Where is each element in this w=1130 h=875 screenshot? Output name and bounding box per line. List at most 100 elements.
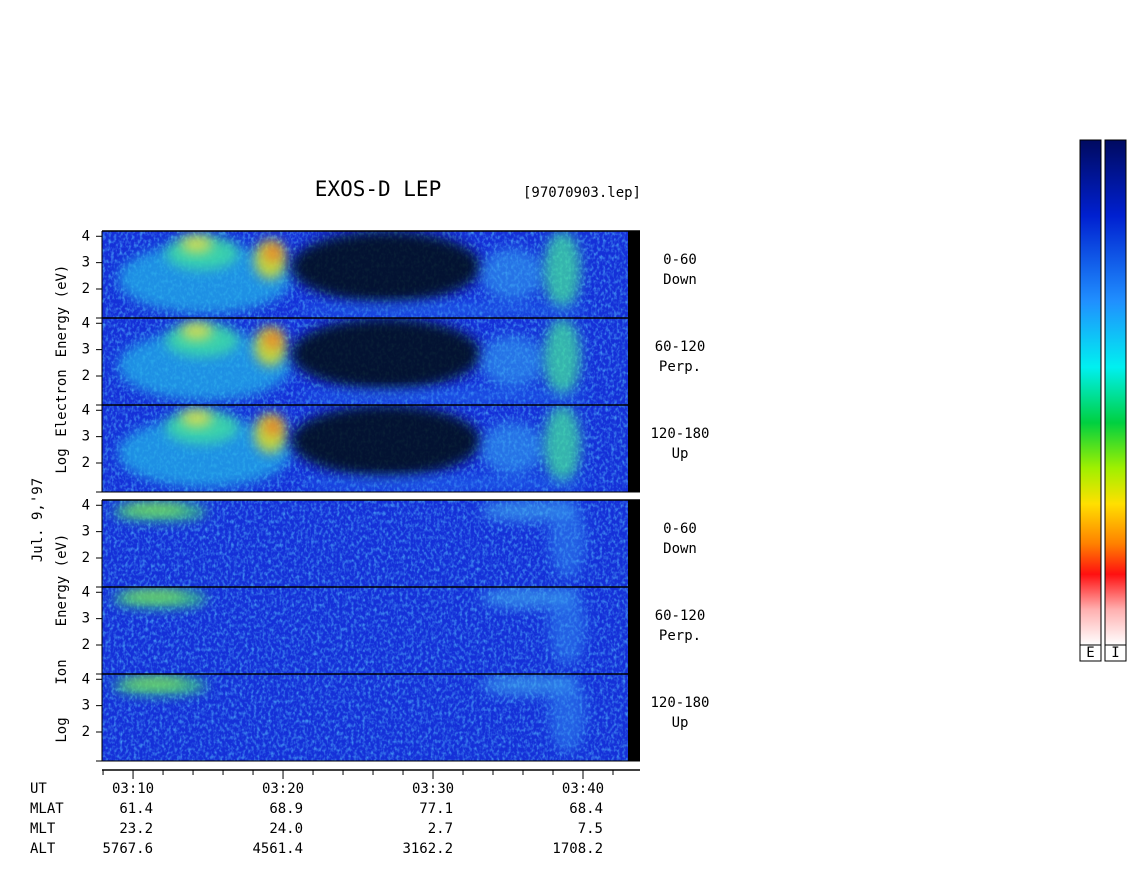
ephemeris-value: 68.4 — [569, 801, 603, 817]
spectrogram — [102, 500, 628, 587]
spectrogram-feature — [265, 244, 281, 262]
spectrogram-feature — [549, 587, 586, 666]
color-bar-label-box — [1104, 644, 1127, 662]
spectrogram — [102, 231, 628, 318]
ephemeris-value: 61.4 — [119, 801, 153, 817]
no-data-strip — [628, 500, 640, 587]
y-axis-label: Ion — [54, 659, 70, 684]
panel-direction: Down — [663, 541, 697, 557]
spectrogram-feature — [296, 302, 592, 317]
y-tick-label: 4 — [82, 584, 90, 600]
spectrogram-feature — [291, 231, 481, 303]
spectrogram-feature — [123, 503, 187, 514]
spectrogram-feature — [480, 674, 576, 696]
y-tick-label: 3 — [82, 342, 90, 358]
spectrogram-feature — [549, 674, 586, 753]
x-tick-label: 03:40 — [562, 781, 604, 797]
spectrogram — [102, 405, 628, 492]
ephemeris-value: 2.7 — [428, 821, 453, 837]
y-tick-label: 2 — [82, 455, 90, 471]
x-tick-label: 03:20 — [262, 781, 304, 797]
y-tick-label: 4 — [82, 497, 90, 513]
file-label: [97070903.lep] — [523, 185, 641, 201]
ephemeris-value: 23.2 — [119, 821, 153, 837]
x-tick-label: 03:30 — [412, 781, 454, 797]
ephemeris-value: 68.9 — [269, 801, 303, 817]
ephemeris-value: 4561.4 — [252, 841, 303, 857]
spectrogram — [102, 674, 628, 761]
y-axis-label: Log — [54, 448, 70, 473]
spectrogram-feature — [180, 322, 213, 340]
spectrogram-feature — [117, 418, 292, 488]
spectrogram-feature — [543, 405, 581, 484]
ephemeris-name: MLT — [30, 821, 56, 837]
panel-angle: 60-120 — [655, 608, 706, 624]
date-label: Jul. 9,'97 — [30, 478, 46, 562]
panel-direction: Up — [672, 446, 689, 462]
ut-label: UT — [30, 781, 47, 797]
ephemeris-value: 77.1 — [419, 801, 453, 817]
panel-direction: Down — [663, 272, 697, 288]
color-bar-label: E — [1086, 645, 1094, 661]
spectrogram-feature — [549, 500, 586, 579]
panel-direction: Up — [672, 715, 689, 731]
spectrogram-feature — [291, 405, 481, 477]
color-bar-label: I — [1111, 645, 1119, 661]
spectrogram-feature — [265, 331, 281, 349]
y-axis-label: Energy (eV) — [54, 265, 70, 358]
color-bar-label-box — [1079, 644, 1102, 662]
y-axis-label: Log — [54, 717, 70, 742]
spectrogram-feature — [543, 231, 581, 310]
spectrogram — [102, 318, 628, 405]
spectrogram-feature — [180, 409, 213, 427]
panel-direction: Perp. — [659, 628, 701, 644]
ephemeris-name: ALT — [30, 841, 56, 857]
y-tick-label: 2 — [82, 550, 90, 566]
no-data-strip — [628, 405, 640, 492]
y-tick-label: 3 — [82, 255, 90, 271]
panel-angle: 0-60 — [663, 252, 697, 268]
y-tick-label: 3 — [82, 429, 90, 445]
panel-angle: 120-180 — [650, 695, 709, 711]
spectrogram — [102, 587, 628, 674]
y-tick-label: 2 — [82, 637, 90, 653]
no-data-strip — [628, 231, 640, 318]
no-data-strip — [628, 318, 640, 405]
spectrogram-feature — [543, 318, 581, 397]
spectrogram-feature — [117, 244, 292, 314]
color-bar — [1104, 139, 1127, 646]
y-tick-label: 2 — [82, 724, 90, 740]
y-tick-label: 3 — [82, 698, 90, 714]
y-tick-label: 3 — [82, 524, 90, 540]
x-tick-label: 03:10 — [112, 781, 154, 797]
y-tick-label: 4 — [82, 402, 90, 418]
spectrogram-feature — [296, 476, 592, 491]
ephemeris-name: MLAT — [30, 801, 64, 817]
panel-angle: 120-180 — [650, 426, 709, 442]
panel-direction: Perp. — [659, 359, 701, 375]
chart-title: EXOS-D LEP — [315, 177, 441, 201]
panel-angle: 60-120 — [655, 339, 706, 355]
ephemeris-value: 7.5 — [578, 821, 603, 837]
spectrogram-feature — [480, 422, 544, 475]
spectrogram-feature — [180, 235, 213, 253]
y-tick-label: 3 — [82, 611, 90, 627]
y-tick-label: 4 — [82, 228, 90, 244]
y-axis-label: Electron — [54, 369, 70, 436]
y-tick-label: 4 — [82, 315, 90, 331]
y-tick-label: 4 — [82, 671, 90, 687]
spectrogram-feature — [480, 500, 576, 522]
spectrogram-feature — [480, 335, 544, 388]
y-axis-label: Energy (eV) — [54, 534, 70, 627]
spectrogram-feature — [265, 418, 281, 436]
no-data-strip — [628, 674, 640, 761]
spectrogram-feature — [123, 677, 187, 688]
color-bar — [1079, 139, 1102, 646]
spectrogram-feature — [480, 248, 544, 301]
ephemeris-value: 24.0 — [269, 821, 303, 837]
no-data-strip — [628, 587, 640, 674]
panel-angle: 0-60 — [663, 521, 697, 537]
spectrogram-feature — [480, 587, 576, 609]
